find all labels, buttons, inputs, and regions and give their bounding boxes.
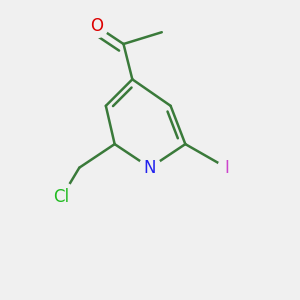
Text: Cl: Cl bbox=[54, 188, 70, 206]
Circle shape bbox=[47, 182, 76, 212]
Circle shape bbox=[86, 15, 108, 38]
Text: I: I bbox=[224, 159, 229, 177]
Circle shape bbox=[139, 157, 161, 179]
Text: N: N bbox=[144, 159, 156, 177]
Text: O: O bbox=[91, 17, 103, 35]
Circle shape bbox=[218, 159, 236, 176]
